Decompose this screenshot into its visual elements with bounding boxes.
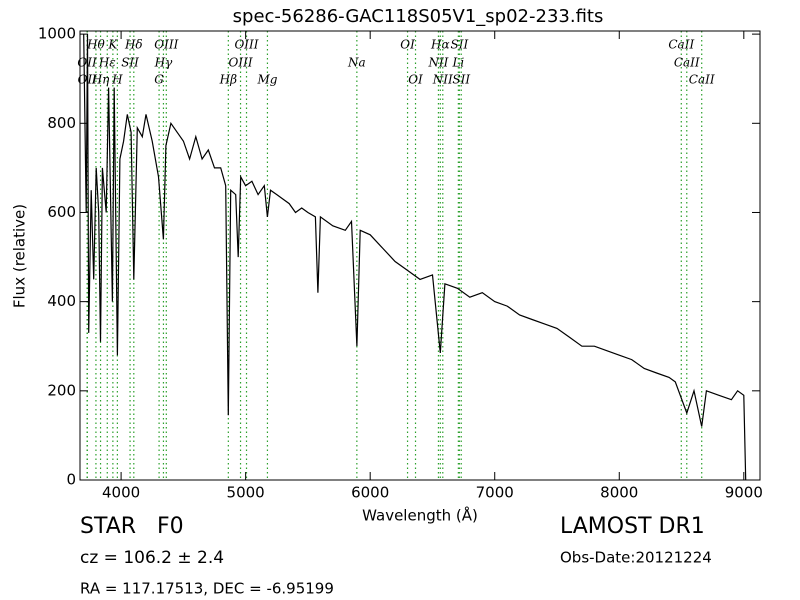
spectral-line-label: CaII	[668, 38, 694, 52]
cz: cz = 106.2 ± 2.4	[80, 548, 224, 568]
spectral-line-label: H	[111, 73, 123, 87]
spectral-line-label: G	[154, 73, 164, 87]
spectral-line-label: SII	[451, 38, 469, 52]
y-tick-label: 1000	[38, 25, 76, 43]
y-axis-label: Flux (relative)	[11, 204, 29, 308]
x-tick-label: 7000	[476, 484, 514, 502]
spectral-line-label: OIII	[229, 56, 253, 70]
x-tick-label: 6000	[351, 484, 389, 502]
plot-frame	[79, 30, 761, 481]
release: LAMOST DR1	[560, 514, 705, 539]
spectral-line-label: OIII	[154, 38, 178, 52]
spectral-line-label: CaII	[674, 56, 700, 70]
x-tick-label: 8000	[600, 484, 638, 502]
y-tick-label: 600	[47, 203, 76, 221]
chart-title: spec-56286-GAC118S05V1_sp02-233.fits	[233, 6, 604, 27]
spectral-line-label: NII	[432, 73, 453, 87]
spectral-line-label: Mg	[256, 73, 277, 87]
spectral-line-label: Hα	[430, 38, 450, 52]
y-tick-label: 200	[47, 381, 76, 399]
spectral-line-label: OIII	[234, 38, 258, 52]
y-tick-label: 0	[66, 471, 76, 489]
spectral-line-label: Li	[451, 56, 464, 70]
spectral-line-label: Na	[347, 56, 366, 70]
y-tick-label: 800	[47, 114, 76, 132]
obs-date: Obs-Date:20121224	[560, 549, 712, 567]
x-tick-label: 5000	[227, 484, 265, 502]
spectral-line-label: OI	[400, 38, 415, 52]
spectral-line-label: Hη	[91, 73, 110, 87]
x-tick-label: 4000	[102, 484, 140, 502]
spectral-line-label: NII	[427, 56, 448, 70]
coordinates: RA = 117.17513, DEC = -6.95199	[80, 580, 334, 598]
spectral-line-label: Hδ	[124, 38, 143, 52]
spectral-line-label: Hθ	[86, 38, 105, 52]
spectral-line-label: Hβ	[219, 73, 237, 87]
x-axis-label: Wavelength (Å)	[362, 506, 478, 525]
spectral-line-label: SII	[121, 56, 139, 70]
x-tick-label: 9000	[725, 484, 763, 502]
spectral-line-label: Hε	[98, 56, 116, 70]
spectral-line-label: SII	[452, 73, 470, 87]
y-tick-label: 400	[47, 292, 76, 310]
spectral-line-label: OI	[408, 73, 423, 87]
spectral-line-label: Hγ	[154, 56, 173, 70]
star-class: STAR F0	[80, 514, 184, 539]
spectrum-line	[83, 34, 747, 481]
spectral-line-label: K	[107, 38, 118, 52]
spectral-line-label: CaII	[689, 73, 715, 87]
